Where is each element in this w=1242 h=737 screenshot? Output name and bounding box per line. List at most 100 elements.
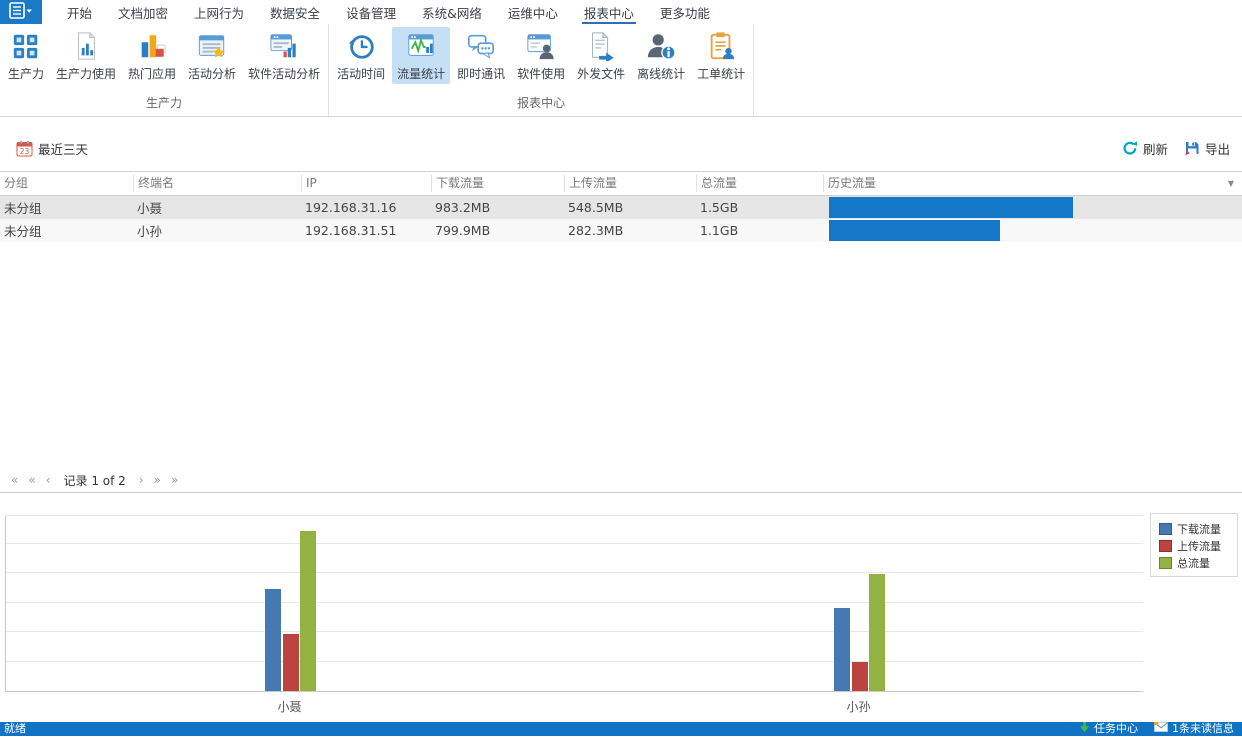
chart-section: 下载流量上传流量总流量 小聂小孙 [0, 493, 1242, 722]
ribbon-item-label: 生产力 [8, 65, 44, 82]
ribbon-item-label: 活动分析 [188, 65, 236, 82]
last-page-icon[interactable]: » [166, 473, 183, 487]
ribbon-item-productivity[interactable]: 生产力 [3, 27, 49, 84]
history-traffic-bar [829, 197, 1073, 218]
svg-text:23: 23 [20, 147, 30, 156]
tab-doc-encryption[interactable]: 文档加密 [105, 0, 181, 24]
ribbon-item-hot-apps[interactable]: 热门应用 [123, 27, 181, 84]
ribbon-item-productivity-usage[interactable]: 生产力使用 [51, 27, 121, 84]
tab-data-security[interactable]: 数据安全 [257, 0, 333, 24]
download-arrow-icon [1079, 721, 1090, 737]
ribbon-item-label: 流量统计 [397, 65, 445, 82]
table-header: 分组 终端名IP下载流量上传流量 总流量 历史流量▼ [0, 171, 1242, 196]
column-header-label: 总流量 [701, 175, 737, 192]
task-center-button[interactable]: 任务中心 [1079, 721, 1138, 737]
ribbon-item-active-time[interactable]: 活动时间 [332, 27, 390, 84]
activity-analysis-icon [196, 30, 228, 62]
productivity-icon [10, 30, 42, 62]
active-time-icon [345, 30, 377, 62]
offline-stats-icon [645, 30, 677, 62]
legend-swatch-icon [1159, 557, 1172, 569]
menu-tabs: 开始文档加密上网行为数据安全设备管理系统&网络运维中心报表中心更多功能 [42, 0, 723, 24]
cell-terminal: 小孙 [133, 221, 301, 240]
date-filter-button[interactable]: 23 最近三天 [16, 139, 88, 158]
tab-report-center[interactable]: 报表中心 [571, 0, 647, 24]
tab-system-network[interactable]: 系统&网络 [409, 0, 495, 24]
tab-web-behavior[interactable]: 上网行为 [181, 0, 257, 24]
prev-page-icon[interactable]: ‹ [41, 473, 56, 487]
export-label: 导出 [1205, 139, 1230, 158]
cell-total: 1.1GB [696, 223, 823, 238]
ribbon: 生产力生产力使用热门应用活动分析软件活动分析生产力活动时间流量统计即时通讯软件使… [0, 24, 1242, 117]
next-page-icon[interactable]: › [134, 473, 149, 487]
ribbon-item-label: 生产力使用 [56, 65, 116, 82]
tab-device-management[interactable]: 设备管理 [333, 0, 409, 24]
ribbon-item-software-usage[interactable]: 软件使用 [512, 27, 570, 84]
legend-item: 总流量 [1159, 554, 1237, 571]
chart-legend: 下载流量上传流量总流量 [1150, 513, 1238, 577]
ribbon-item-instant-messaging[interactable]: 即时通讯 [452, 27, 510, 84]
tab-start[interactable]: 开始 [54, 0, 105, 24]
column-header-0[interactable]: 分组 [0, 175, 133, 192]
hot-apps-icon [136, 30, 168, 62]
history-traffic-bar [829, 220, 1000, 241]
cell-total: 1.5GB [696, 200, 823, 215]
unread-messages-button[interactable]: 1条未读信息 [1154, 722, 1234, 736]
ribbon-group-label: 报表中心 [331, 92, 751, 116]
productivity-usage-icon [70, 30, 102, 62]
software-activity-analysis-icon [268, 30, 300, 62]
tab-ops-center[interactable]: 运维中心 [495, 0, 571, 24]
ribbon-item-label: 离线统计 [637, 65, 685, 82]
status-ready-label: 就绪 [4, 722, 26, 736]
column-header-5[interactable]: 总流量 [696, 175, 823, 192]
chart-category-label: 小孙 [819, 698, 899, 715]
cell-download: 983.2MB [431, 200, 564, 215]
column-header-6[interactable]: 历史流量▼ [823, 175, 1242, 192]
app-menu-button[interactable] [0, 0, 42, 24]
instant-messaging-icon [465, 30, 497, 62]
ribbon-item-activity-analysis[interactable]: 活动分析 [183, 27, 241, 84]
legend-label: 上传流量 [1177, 538, 1221, 554]
refresh-button[interactable]: 刷新 [1122, 139, 1168, 158]
ribbon-item-software-activity-analysis[interactable]: 软件活动分析 [243, 27, 325, 84]
ribbon-group-0: 生产力生产力使用热门应用活动分析软件活动分析生产力 [0, 24, 329, 116]
menubar: 开始文档加密上网行为数据安全设备管理系统&网络运维中心报表中心更多功能 [0, 0, 1242, 24]
ribbon-item-traffic-stats[interactable]: 流量统计 [392, 27, 450, 84]
cell-ip: 192.168.31.51 [301, 223, 431, 238]
software-usage-icon [525, 30, 557, 62]
legend-item: 上传流量 [1159, 537, 1237, 554]
cell-upload: 282.3MB [564, 223, 696, 238]
column-header-4[interactable]: 上传流量 [564, 175, 696, 192]
cell-history [823, 220, 1242, 241]
column-header-label: 分组 [4, 175, 28, 192]
first-page-icon[interactable]: « [6, 473, 23, 487]
tab-more-features[interactable]: 更多功能 [647, 0, 723, 24]
chart-plot [5, 515, 1143, 692]
cell-terminal: 小聂 [133, 198, 301, 217]
legend-swatch-icon [1159, 540, 1172, 552]
column-chooser-dropdown-icon[interactable]: ▼ [1228, 175, 1234, 192]
chart-bar-小孙-下载流量 [834, 608, 850, 691]
refresh-label: 刷新 [1143, 139, 1168, 158]
column-header-1[interactable]: 终端名 [133, 175, 301, 192]
column-header-2[interactable]: IP [301, 175, 431, 192]
fast-prev-icon[interactable]: « [23, 473, 40, 487]
ribbon-item-label: 工单统计 [697, 65, 745, 82]
app-menu-icon [9, 2, 33, 22]
cell-group: 未分组 [0, 221, 133, 240]
fast-next-icon[interactable]: » [149, 473, 166, 487]
cell-upload: 548.5MB [564, 200, 696, 215]
ribbon-gap [0, 117, 1242, 133]
chart-gridline [6, 661, 1143, 662]
export-button[interactable]: 导出 [1184, 139, 1230, 158]
ribbon-item-outgoing-files[interactable]: 外发文件 [572, 27, 630, 84]
legend-label: 总流量 [1177, 555, 1210, 571]
ribbon-item-offline-stats[interactable]: 离线统计 [632, 27, 690, 84]
table-row-小聂[interactable]: 未分组小聂192.168.31.16983.2MB548.5MB1.5GB [0, 196, 1242, 219]
column-header-label: 上传流量 [569, 175, 617, 192]
chart-bar-小聂-上传流量 [283, 634, 299, 691]
ribbon-item-work-order-stats[interactable]: 工单统计 [692, 27, 750, 84]
table-row-小孙[interactable]: 未分组小孙192.168.31.51799.9MB282.3MB1.1GB [0, 219, 1242, 242]
column-header-3[interactable]: 下载流量 [431, 175, 564, 192]
traffic-table: 分组 终端名IP下载流量上传流量 总流量 历史流量▼ 未分组小聂192.168.31.… [0, 171, 1242, 468]
